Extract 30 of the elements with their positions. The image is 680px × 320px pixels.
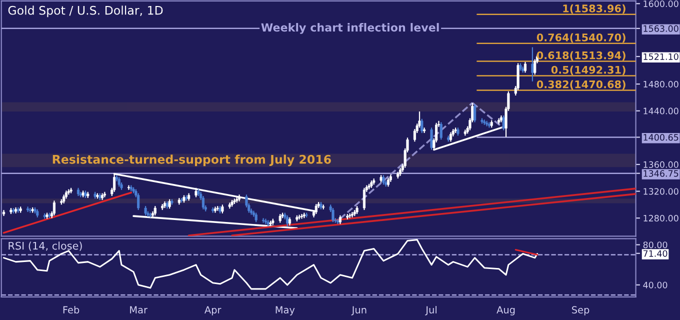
ref-line-label: 0.618(1513.94) [536,51,626,61]
x-tick-label: Mar [130,306,148,314]
band-label: Resistance-turned-support from July 2016 [52,154,331,166]
y-tick-label: 1346.75 [644,170,678,177]
y-tick-label: 80.00 [643,242,668,248]
y-tick-label: 1600.00 [644,0,678,8]
chart-title: Gold Spot / U.S. Dollar, 1D [8,6,163,18]
x-tick-label: Jun [351,306,366,316]
y-tick-label: 1521.10 [644,53,678,60]
ref-line-label: 0.5(1492.31) [551,66,626,76]
chart-title: RSI (14, close) [8,242,82,251]
y-tick-label: 1320.00 [644,188,678,195]
y-tick-label: 1280.00 [644,214,678,222]
x-tick-label: Aug [496,306,515,316]
y-tick-label: 1480.00 [644,80,678,88]
y-tick-label: 40.00 [643,282,668,288]
x-tick-label: Apr [204,306,222,316]
ref-line-label: 0.764(1540.70) [536,33,626,43]
ref-line-label: Weekly chart inflection level [261,23,439,34]
ref-line-label: 1(1583.96) [563,4,626,14]
x-tick-label: Jul [425,306,436,316]
y-tick-label: 71.40 [643,250,668,257]
y-tick-label: 1563.00 [644,25,678,32]
y-tick-label: 1440.00 [644,108,678,114]
y-tick-label: 1400.65 [644,134,678,141]
y-tick-label: 1360.00 [644,161,678,168]
x-tick-label: Feb [63,306,80,314]
ref-line-label: 0.382(1470.68) [536,80,626,90]
x-tick-label: Sep [572,306,590,316]
x-tick-label: May [276,306,295,316]
